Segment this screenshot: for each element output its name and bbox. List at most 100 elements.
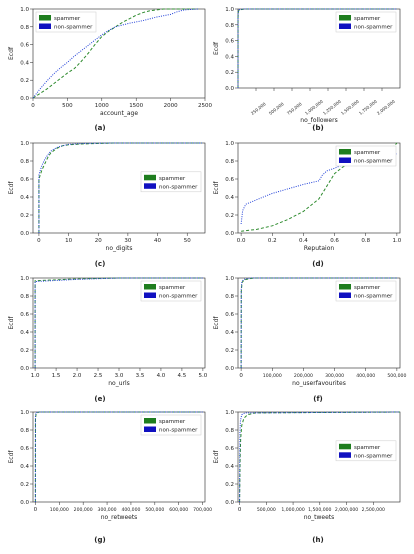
x-tick-label: 1500 (129, 103, 143, 109)
x-tick-label: 0 (239, 373, 243, 379)
x-tick-label: 500,000 (387, 373, 406, 379)
x-tick-label: 0.0 (237, 238, 246, 244)
y-tick-label: 0.8 (225, 23, 234, 29)
y-tick-label: 0.0 (225, 500, 234, 506)
y-tick-label: 1.0 (20, 7, 29, 13)
legend-label: spammer (159, 285, 186, 291)
y-tick-label: 0.6 (225, 177, 234, 183)
chart-panel-h: 0.0 0.2 0.4 0.6 0.8 1.0 0 500,000 1,000,000 1,500… (213, 410, 401, 544)
x-tick-label: 10 (65, 238, 72, 244)
x-tick-label: 2500 (198, 103, 212, 109)
y-axis-label: Ecdf (213, 316, 220, 330)
legend-swatch (144, 426, 156, 432)
x-tick-label: 1000 (95, 103, 109, 109)
y-tick-label: 0.2 (20, 213, 29, 219)
x-tick-label: 4.5 (178, 373, 187, 379)
y-tick-label: 0.6 (20, 446, 29, 452)
y-axis-label: Ecdf (213, 41, 220, 55)
y-tick-label: 0.4 (20, 60, 29, 66)
x-tick-label: 0 (31, 103, 35, 109)
x-tick-label: 200,000 (294, 373, 313, 379)
x-tick-label: 100,000 (263, 373, 282, 379)
x-tick-label: 1.0 (393, 238, 402, 244)
y-tick-label: 0.0 (20, 366, 29, 372)
x-axis-label: Reputaion (304, 245, 335, 252)
y-tick-label: 0.6 (20, 177, 29, 183)
x-tick-label: 0 (238, 507, 242, 513)
y-axis-label: Ecdf (8, 316, 15, 330)
y-tick-label: 0.2 (225, 482, 234, 488)
y-tick-label: 0.2 (20, 348, 29, 354)
y-tick-label: 0.6 (225, 39, 234, 45)
x-tick-label: 700,000 (193, 507, 212, 513)
x-tick-label: 20 (95, 238, 102, 244)
y-tick-label: 0.4 (20, 195, 29, 201)
series-line-non-spammer (34, 277, 203, 368)
chart-panel-g: 0.0 0.2 0.4 0.6 0.8 1.0 0 100,000 200,000 300,000… (8, 410, 212, 544)
chart-panel-d: 0.0 0.2 0.4 0.6 0.8 1.0 0.0 0.2 0.4 0.6 0.8 1.0 Repu… (213, 141, 402, 268)
panel-caption: (f) (313, 395, 322, 403)
x-tick-label: 0.4 (299, 238, 308, 244)
y-tick-label: 1.0 (225, 7, 234, 13)
legend-label: non-spammer (54, 25, 93, 31)
y-tick-label: 0.2 (225, 213, 234, 219)
legend-swatch (39, 15, 51, 21)
x-tick-label: 2.0 (73, 373, 82, 379)
x-tick-label: 500,000 (268, 101, 285, 116)
y-tick-label: 0.0 (20, 96, 29, 102)
legend-swatch (339, 15, 351, 21)
legend-label: spammer (159, 176, 186, 182)
y-tick-label: 0.6 (225, 312, 234, 318)
legend-label: spammer (54, 16, 81, 22)
series-line-non-spammer (237, 8, 397, 89)
chart-panel-a: 0.0 0.2 0.4 0.6 0.8 1.0 0 500 1000 1500 2000 2500 ac… (8, 7, 212, 132)
legend-swatch (144, 183, 156, 189)
legend-label: non-spammer (159, 428, 198, 434)
series-line-spammer (240, 277, 397, 369)
panel-caption: (c) (95, 260, 106, 268)
panel-caption: (e) (94, 395, 105, 403)
x-tick-label: 1,250,000 (322, 99, 342, 116)
x-tick-label: 1,750,000 (358, 99, 378, 116)
y-tick-label: 1.0 (20, 410, 29, 416)
x-axis-label: no_urls (108, 380, 130, 387)
y-tick-label: 0.2 (20, 78, 29, 84)
x-tick-label: 400,000 (121, 507, 140, 513)
x-tick-label: 200,000 (74, 507, 93, 513)
y-tick-label: 1.0 (20, 276, 29, 282)
legend-swatch (39, 23, 51, 29)
y-axis-label: Ecdf (213, 181, 220, 195)
panel-caption: (h) (312, 536, 323, 544)
y-axis-label: Ecdf (8, 450, 15, 464)
panel-caption: (g) (94, 536, 105, 544)
x-tick-label: 40 (154, 238, 161, 244)
x-tick-label: 50 (184, 238, 191, 244)
y-tick-label: 1.0 (225, 141, 234, 147)
x-tick-label: 0.6 (330, 238, 339, 244)
series-line-spammer (38, 142, 203, 233)
legend: spammer non-spammer (335, 11, 397, 33)
legend: spammer non-spammer (140, 280, 202, 302)
y-tick-label: 0.4 (20, 330, 29, 336)
legend: spammer non-spammer (335, 280, 397, 302)
x-axis-label: no_retweets (101, 514, 138, 521)
x-tick-label: 300,000 (325, 373, 344, 379)
y-axis-label: Ecdf (8, 181, 15, 195)
legend-label: spammer (354, 150, 381, 156)
legend-swatch (339, 149, 351, 155)
x-tick-label: 1.5 (52, 373, 61, 379)
x-tick-label: 0 (34, 507, 38, 513)
panel-caption: (a) (94, 124, 105, 132)
x-tick-label: 0 (37, 238, 41, 244)
legend-swatch (339, 157, 351, 163)
x-tick-label: 4.0 (157, 373, 166, 379)
legend-label: non-spammer (159, 184, 198, 190)
chart-panel-c: 0.0 0.2 0.4 0.6 0.8 1.0 0 10 20 30 40 50 no_digits Ec… (8, 141, 206, 268)
legend-label: non-spammer (354, 294, 393, 300)
y-tick-label: 0.4 (225, 195, 234, 201)
x-tick-label: 0.8 (361, 238, 370, 244)
legend-label: spammer (354, 445, 381, 451)
legend: spammer non-spammer (140, 171, 202, 193)
y-tick-label: 0.8 (20, 428, 29, 434)
